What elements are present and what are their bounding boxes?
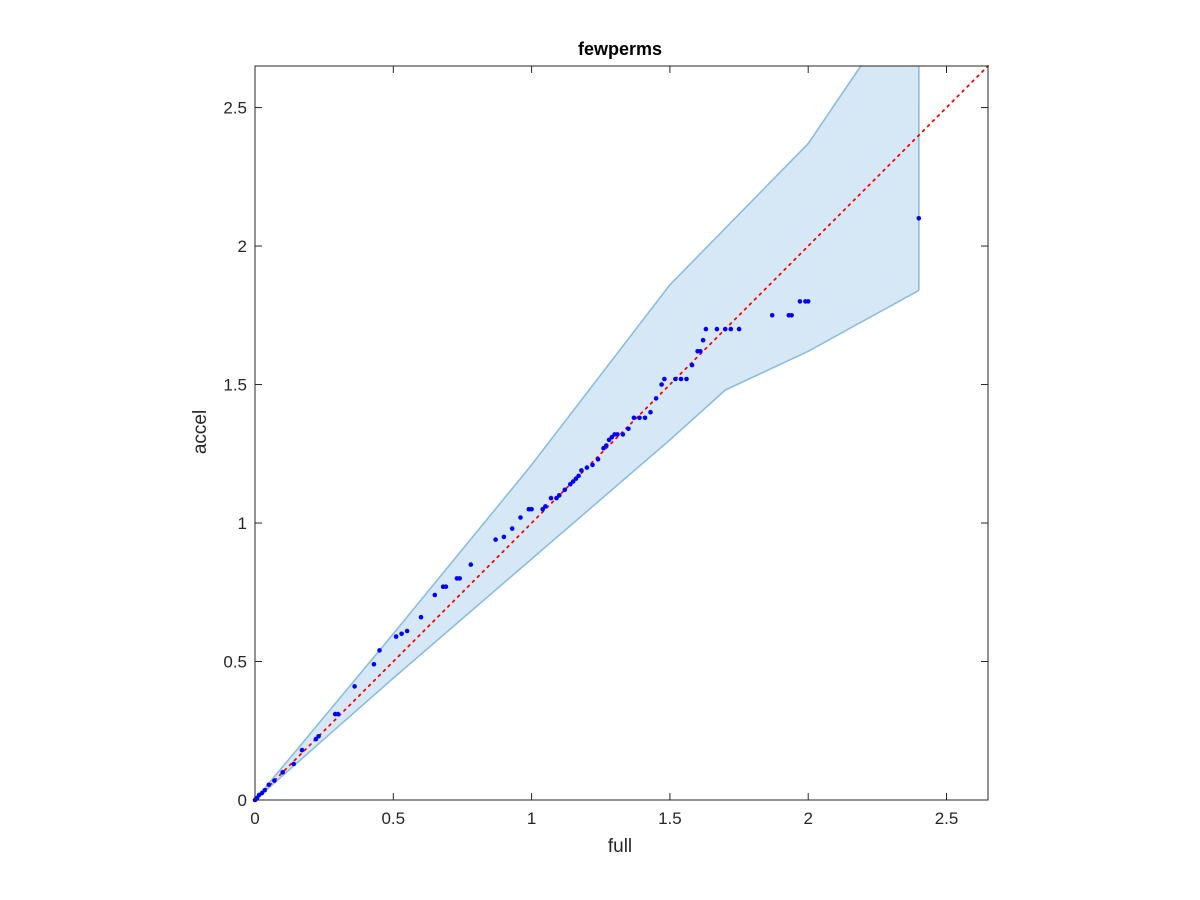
data-point [722,326,728,332]
data-point [554,495,559,501]
data-point [501,534,507,540]
data-points [252,216,922,803]
data-point [291,761,297,767]
data-point [703,326,709,332]
data-point [736,326,742,332]
data-point [272,778,277,783]
data-point [805,299,811,304]
data-point [509,526,515,531]
data-point [557,493,562,498]
x-tick-label: 2.5 [935,809,959,828]
data-point [631,415,637,421]
data-point [371,662,377,667]
data-point [662,376,667,382]
chart-title: fewperms [578,39,662,59]
data-point [684,376,689,382]
data-point [579,468,584,473]
data-point [648,409,653,415]
data-point [266,782,272,788]
y-axis-label: accel [190,410,211,454]
data-point [352,684,357,689]
data-point [316,734,321,739]
data-point [399,631,404,637]
data-point [280,770,286,775]
data-point [659,382,664,387]
data-point [604,443,609,448]
data-point [714,326,720,332]
data-point [673,376,678,382]
data-point [576,473,581,479]
data-point [468,562,474,567]
data-point [653,396,659,401]
data-point [562,487,568,493]
data-point [262,788,268,793]
data-point [493,537,498,542]
data-point [335,711,341,717]
plot-frame [254,65,989,801]
data-point [620,432,626,437]
y-tick-label: 2.5 [223,99,247,118]
x-axis-label: full [608,836,632,857]
x-tick-label: 1.5 [658,809,682,828]
x-tick-label: 2 [803,809,812,828]
data-point [769,313,775,318]
data-point [728,326,734,332]
data-point [432,592,438,598]
data-point [259,790,265,796]
data-point [689,362,695,368]
band-lower-edge [254,289,920,801]
data-point [615,432,620,437]
data-point [698,349,703,354]
y-axis-ticks: 0 0.5 1 1.5 2 2.5 [223,99,988,810]
data-point [457,576,463,581]
data-point [626,426,631,432]
axes [254,65,989,801]
data-point [789,313,794,318]
band-upper-edge [254,65,862,801]
data-point [393,634,399,639]
x-tick-label: 0 [250,809,259,828]
x-tick-label: 1 [527,809,536,828]
data-point [404,628,410,634]
data-point [570,479,576,484]
data-point [443,584,449,589]
y-tick-label: 0 [238,791,247,810]
y-tick-label: 1 [238,514,247,533]
confidence-band [254,65,920,801]
data-point [916,216,922,221]
data-point [797,299,803,304]
y-tick-label: 2 [238,237,247,256]
data-point [377,648,382,653]
data-point [609,434,615,440]
x-axis-ticks: 0 0.5 1 1.5 2 2.5 [250,66,958,828]
data-point [543,504,548,509]
data-point [518,515,523,520]
data-point [418,614,424,620]
data-point [678,376,684,382]
band-fill [255,66,919,800]
y-tick-label: 0.5 [223,653,247,672]
data-point [584,465,590,470]
data-point [299,747,305,753]
data-point [529,506,534,512]
data-point [642,415,648,421]
data-point [548,495,554,501]
y-tick-label: 1.5 [223,376,247,395]
data-point [590,462,595,468]
x-tick-label: 0.5 [381,809,405,828]
data-point [637,415,642,421]
data-point [700,337,706,343]
data-point [595,457,601,462]
